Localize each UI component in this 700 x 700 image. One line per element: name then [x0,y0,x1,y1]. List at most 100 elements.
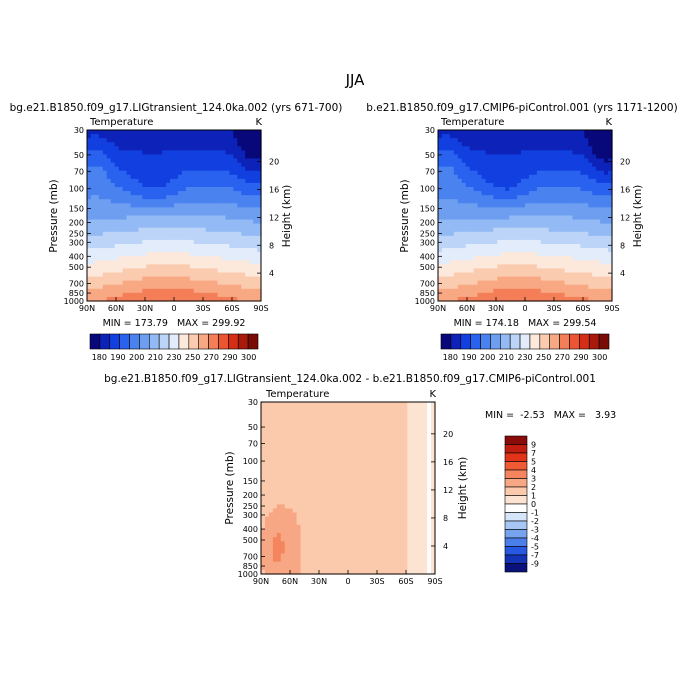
field-cell [162,248,167,253]
field-cell [501,207,506,213]
field-cell [359,459,365,465]
field-cell [197,227,203,233]
field-cell [126,276,132,282]
field-cell [501,284,506,290]
field-cell [564,187,570,192]
field-cell [438,223,443,229]
field-cell [528,235,534,241]
field-cell [150,244,155,249]
field-cell [185,248,191,253]
field-cell [399,496,404,501]
field-cell [162,166,167,172]
field-cell [438,268,443,274]
field-cell [509,252,514,257]
field-cell [272,500,278,505]
field-cell [477,215,483,221]
field-cell [94,256,100,261]
field-cell [596,166,601,172]
field-cell [465,223,471,229]
field-cell [185,256,191,261]
field-cell [225,296,230,302]
field-cell [154,146,159,151]
field-cell [411,451,416,456]
y-tick-label: 250 [69,229,84,238]
field-cell [481,288,487,294]
field-cell [552,146,558,151]
field-cell [399,471,404,477]
field-cell [181,130,187,135]
field-cell [528,199,534,204]
field-cell [193,256,199,261]
field-cell [449,146,455,151]
field-cell [449,182,455,188]
field-cell [608,227,613,233]
field-cell [453,231,459,237]
field-cell [185,134,191,139]
field-cell [324,410,329,415]
field-cell [473,227,479,233]
field-cell [438,284,443,290]
field-cell [205,244,211,249]
field-cell [564,296,570,302]
field-cell [217,219,223,225]
field-cell [225,235,230,241]
field-cell [185,146,191,151]
field-cell [600,256,605,261]
field-cell [110,158,116,164]
field-cell [473,252,479,257]
field-cell [501,260,506,265]
field-cell [110,244,116,249]
field-cell [94,182,100,188]
field-cell [276,426,282,432]
field-cell [162,223,167,229]
field-cell [276,479,282,485]
field-cell [469,191,475,196]
field-cell [237,150,242,156]
field-cell [98,296,104,302]
field-cell [536,154,542,160]
height-tick-label: 20 [269,158,279,167]
field-cell [513,288,518,294]
x-tick-label: 90N [79,304,95,313]
field-cell [449,227,455,233]
field-cell [201,264,207,270]
field-cell [268,438,274,444]
field-cell [94,146,100,151]
field-cell [201,187,207,192]
field-cell [568,182,574,188]
field-cell [328,422,333,428]
field-cell [379,410,385,415]
field-cell [225,272,230,278]
field-cell [205,272,211,278]
field-cell [548,252,554,257]
field-cell [501,268,506,274]
field-cell [181,256,187,261]
field-cell [166,154,171,160]
field-cell [233,158,238,164]
field-cell [544,195,550,200]
field-cell [94,170,100,176]
field-cell [525,235,530,241]
field-cell [445,248,451,253]
field-cell [340,430,345,436]
field-cell [213,219,219,225]
field-cell [513,162,518,168]
field-cell [288,459,294,465]
field-cell [517,227,522,233]
field-cell [197,203,203,208]
field-cell [158,134,163,139]
field-cell [497,178,502,184]
field-cell [209,187,215,192]
field-cell [596,158,601,164]
field-cell [528,264,534,270]
field-cell [229,244,234,249]
field-cell [367,430,373,436]
field-cell [411,442,416,448]
field-cell [197,130,203,135]
field-cell [177,158,183,164]
field-cell [197,252,203,257]
field-cell [441,187,447,192]
field-cell [415,500,420,505]
field-cell [584,231,589,237]
field-cell [513,244,518,249]
